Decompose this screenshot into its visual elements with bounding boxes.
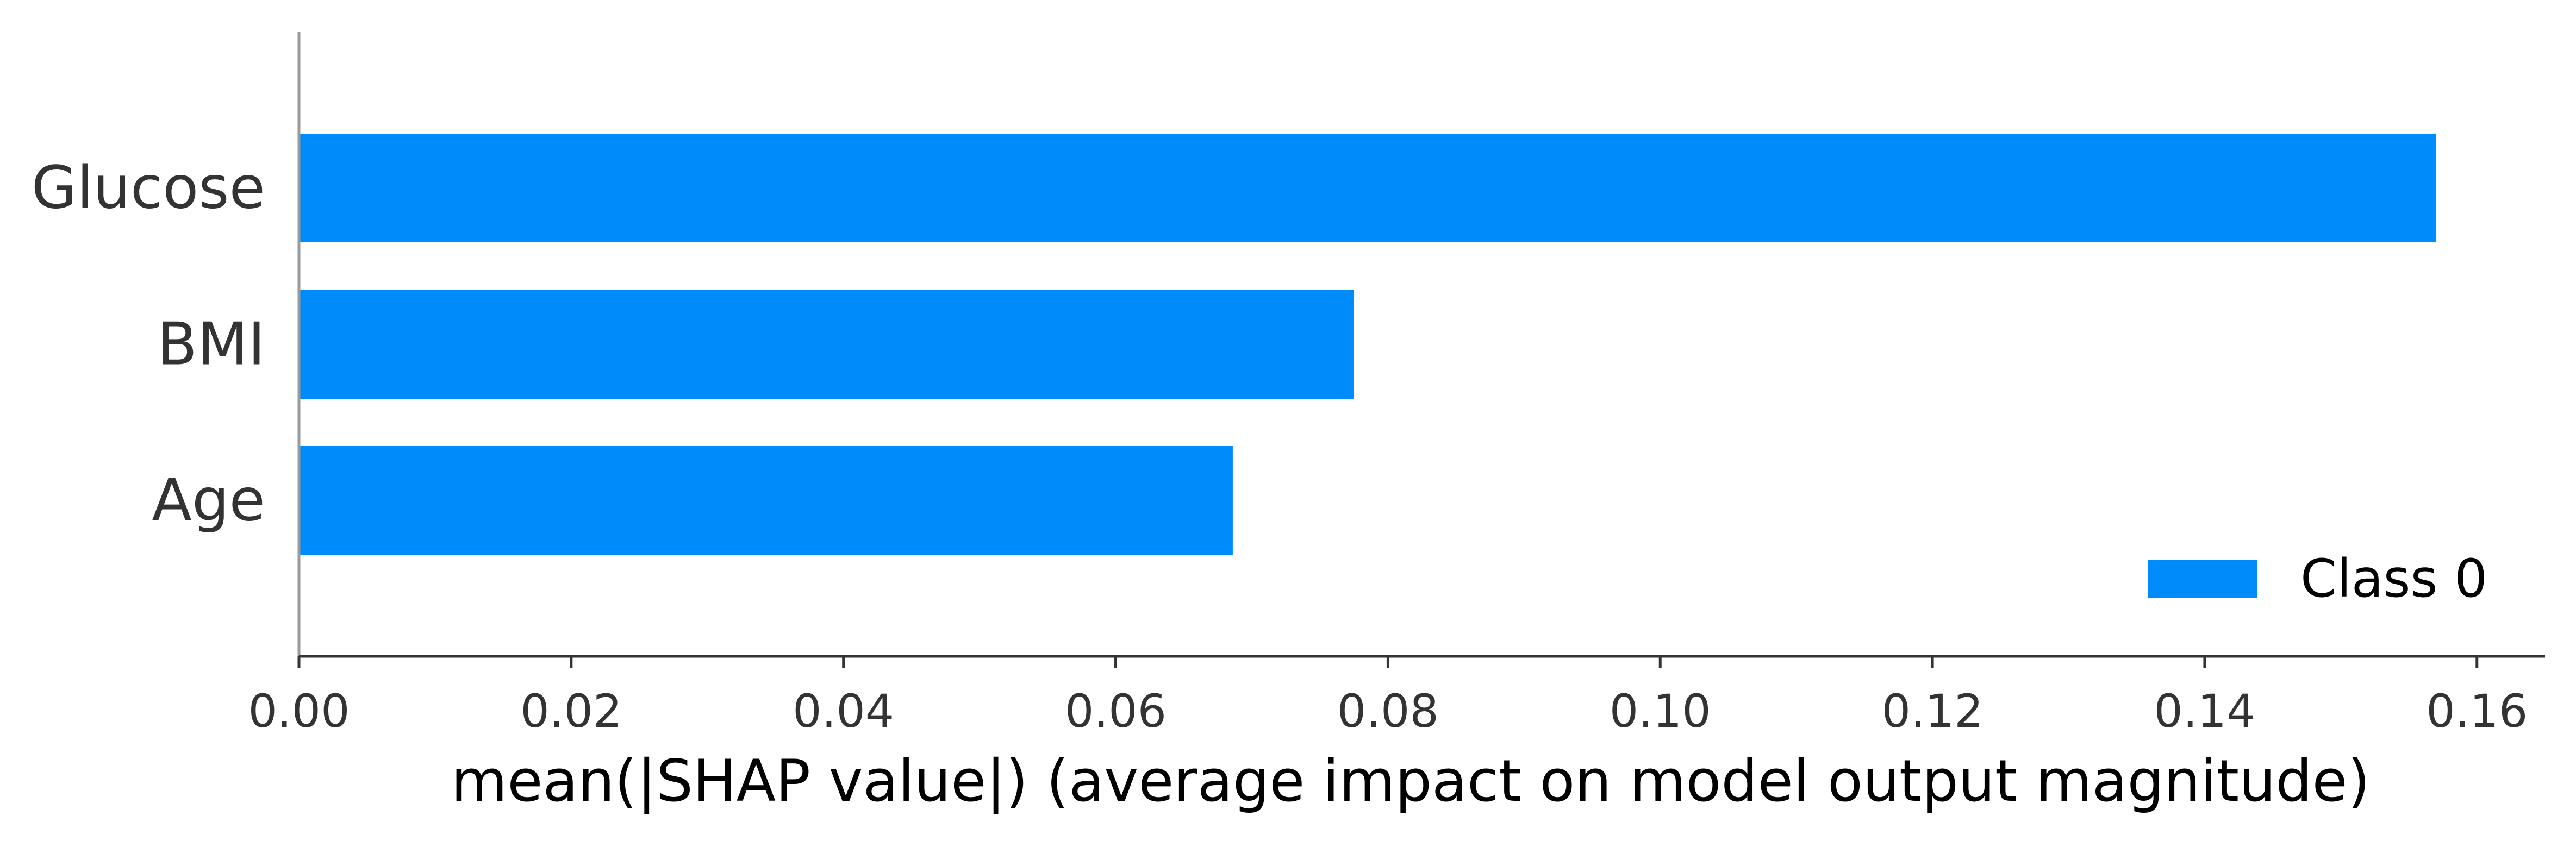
x-tick-label: 0.00 bbox=[248, 685, 350, 738]
category-label-glucose: Glucose bbox=[32, 154, 265, 222]
x-axis-label: mean(|SHAP value|) (average impact on mo… bbox=[451, 748, 2370, 815]
bar-bmi bbox=[299, 290, 1354, 399]
x-tick-label: 0.02 bbox=[520, 685, 622, 738]
bar-age bbox=[299, 446, 1233, 555]
x-tick-label: 0.10 bbox=[1610, 685, 1711, 738]
x-tick-label: 0.12 bbox=[1882, 685, 1984, 738]
x-tick-label: 0.04 bbox=[793, 685, 894, 738]
x-tick-label: 0.08 bbox=[1337, 685, 1439, 738]
x-ticks: 0.00 0.02 0.04 0.06 0.08 0.10 0.12 0.14 0.16 bbox=[248, 656, 2528, 738]
x-tick-label: 0.16 bbox=[2426, 685, 2528, 738]
axes-layer bbox=[297, 32, 2545, 658]
category-label-age: Age bbox=[152, 467, 265, 535]
bars-layer bbox=[299, 134, 2436, 555]
category-label-bmi: BMI bbox=[157, 311, 265, 379]
category-labels: Glucose BMI Age bbox=[32, 154, 265, 535]
x-tick-label: 0.06 bbox=[1065, 685, 1167, 738]
legend-swatch bbox=[2148, 560, 2257, 598]
legend: Class 0 bbox=[2148, 548, 2487, 609]
bar-glucose bbox=[299, 134, 2436, 242]
x-tick-label: 0.14 bbox=[2154, 685, 2255, 738]
legend-label: Class 0 bbox=[2300, 548, 2487, 609]
